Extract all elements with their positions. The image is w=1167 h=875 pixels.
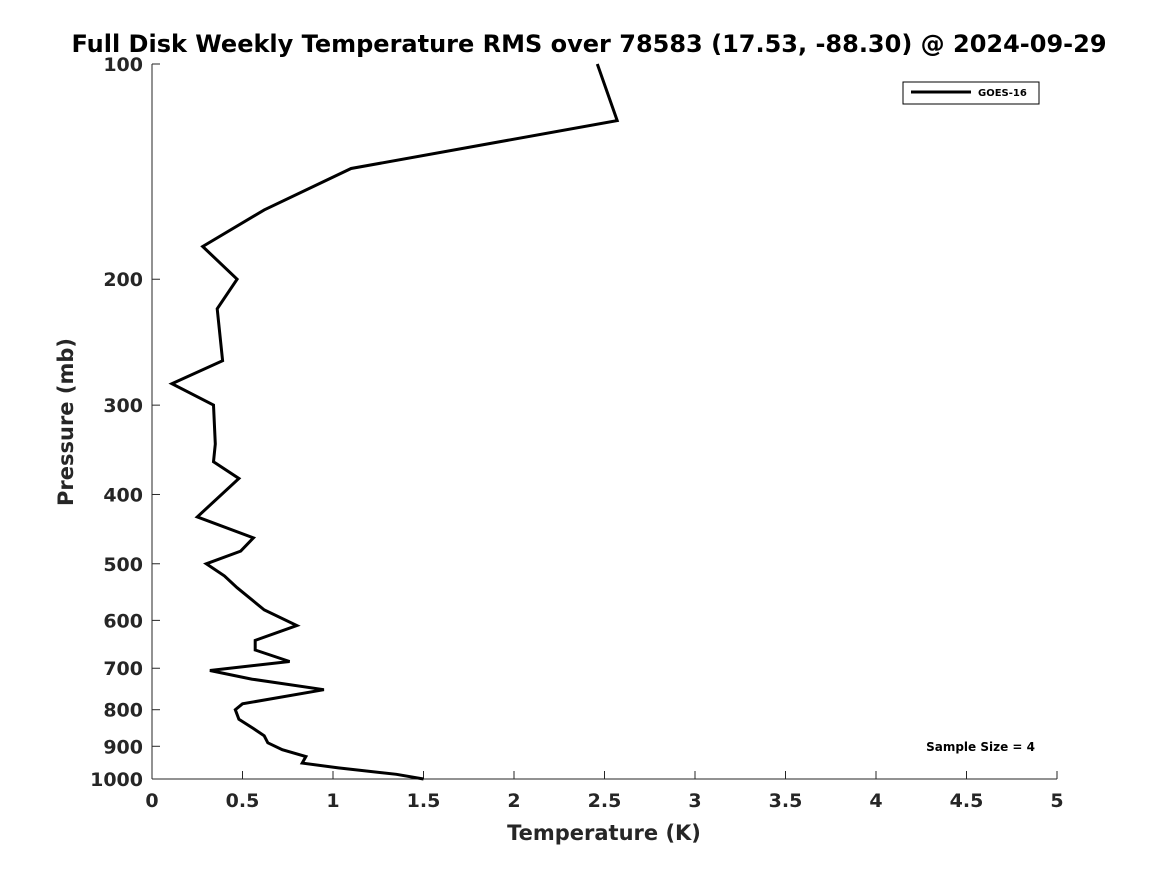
y-tick-label: 300 xyxy=(103,395,143,417)
x-tick-label: 1.5 xyxy=(407,790,441,812)
y-axis-label: Pressure (mb) xyxy=(54,338,78,506)
y-tick-label: 200 xyxy=(103,269,143,291)
x-tick-label: 2.5 xyxy=(588,790,622,812)
x-tick-label: 2 xyxy=(507,790,520,812)
y-tick-label: 400 xyxy=(103,484,143,506)
x-tick-label: 4.5 xyxy=(950,790,984,812)
y-tick-label: 800 xyxy=(103,700,143,722)
plot-area xyxy=(151,64,1057,780)
y-tick-label: 900 xyxy=(103,736,143,758)
x-tick-label: 1 xyxy=(326,790,339,812)
x-tick-label: 0.5 xyxy=(226,790,260,812)
y-tick-label: 600 xyxy=(103,610,143,632)
legend-label: GOES-16 xyxy=(978,88,1027,99)
x-tick-label: 5 xyxy=(1050,790,1063,812)
x-tick-label: 3.5 xyxy=(769,790,803,812)
x-axis-label: Temperature (K) xyxy=(507,821,701,845)
y-tick-label: 100 xyxy=(103,54,143,76)
y-tick-label: 500 xyxy=(103,554,143,576)
y-tick-label: 700 xyxy=(103,658,143,680)
x-tick-label: 4 xyxy=(869,790,882,812)
y-tick-label: 1000 xyxy=(90,769,143,791)
series-line-goes-16 xyxy=(168,63,620,781)
x-tick-label: 3 xyxy=(688,790,701,812)
chart-title: Full Disk Weekly Temperature RMS over 78… xyxy=(71,30,1106,58)
x-ticks: 0 0.5 1 1.5 2 2.5 3 3.5 4 4.5 5 xyxy=(145,771,1064,812)
sample-size-annotation: Sample Size = 4 xyxy=(926,740,1035,754)
x-tick-label: 0 xyxy=(145,790,158,812)
y-ticks: 100 200 300 400 500 600 700 800 900 1000 xyxy=(90,54,160,791)
legend: GOES-16 xyxy=(902,81,1040,105)
